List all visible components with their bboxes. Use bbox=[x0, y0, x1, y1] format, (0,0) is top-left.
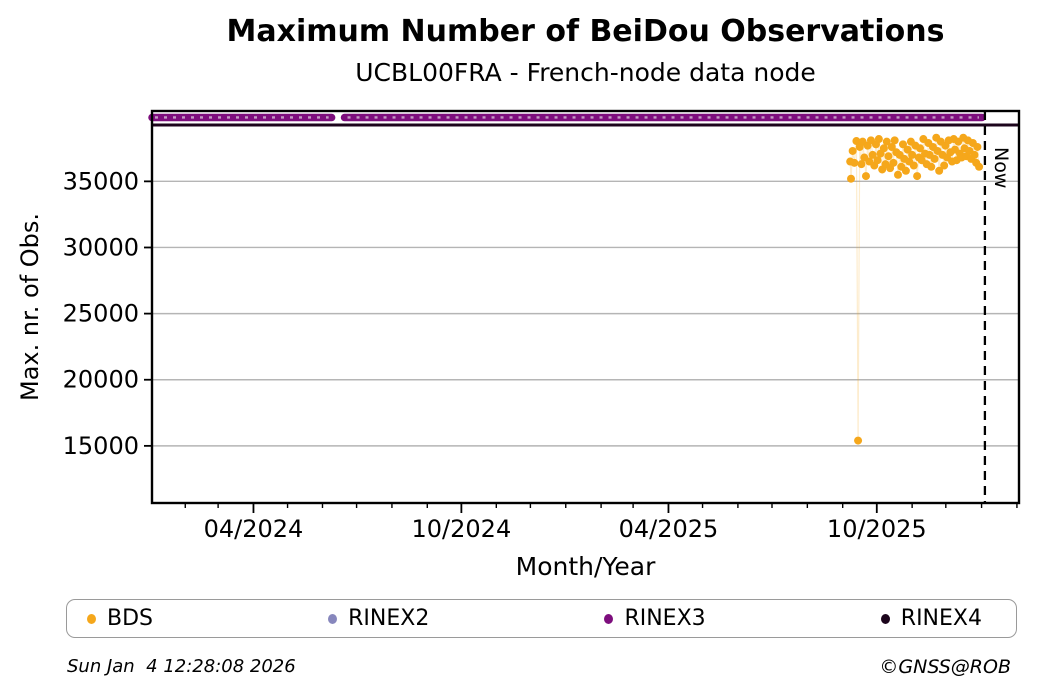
data-point-bds bbox=[913, 172, 922, 181]
legend-label-rinex3: RINEX3 bbox=[624, 606, 706, 631]
legend-item-rinex3: RINEX3 bbox=[604, 606, 706, 631]
legend-marker-rinex3 bbox=[604, 613, 614, 624]
data-point-bds bbox=[975, 162, 984, 171]
data-point-bds bbox=[901, 166, 910, 175]
data-point-bds bbox=[874, 135, 883, 144]
y-tick-label-30000: 30000 bbox=[63, 233, 139, 261]
data-point-bds bbox=[973, 142, 982, 151]
data-point-bds bbox=[898, 140, 907, 149]
timestamp-text: Sun Jan 4 12:28:08 2026 bbox=[67, 656, 296, 677]
legend-label-rinex4: RINEX4 bbox=[900, 606, 982, 631]
data-point-bds bbox=[873, 156, 882, 165]
data-point-bds bbox=[857, 160, 866, 169]
legend-item-rinex4: RINEX4 bbox=[880, 606, 982, 631]
data-point-bds bbox=[890, 136, 899, 145]
data-point-bds bbox=[847, 174, 856, 183]
y-tick-label-25000: 25000 bbox=[63, 300, 139, 328]
now-label: Now bbox=[990, 147, 1012, 188]
data-point-bds bbox=[927, 162, 936, 171]
legend-item-rinex2: RINEX2 bbox=[328, 606, 429, 631]
y-tick-label-20000: 20000 bbox=[63, 366, 139, 394]
chart-title: Maximum Number of BeiDou Observations bbox=[226, 14, 945, 49]
legend-marker-rinex4 bbox=[880, 613, 890, 624]
data-point-bds bbox=[887, 142, 896, 151]
legend-box: BDS RINEX2 RINEX3 RINEX4 bbox=[66, 599, 1017, 638]
y-tick-label-35000: 35000 bbox=[63, 167, 139, 195]
data-point-bds bbox=[852, 137, 861, 146]
x-tick-label-10/2025: 10/2025 bbox=[827, 515, 927, 543]
x-tick-label-04/2024: 04/2024 bbox=[204, 515, 304, 543]
data-point-bds bbox=[882, 137, 891, 146]
data-point-bds bbox=[930, 154, 939, 163]
data-point-bds bbox=[908, 150, 917, 159]
data-point-bds bbox=[854, 436, 863, 445]
data-point-bds bbox=[861, 172, 870, 181]
data-point-bds bbox=[893, 170, 902, 179]
credit-text: ©GNSS@ROB bbox=[879, 656, 1011, 678]
y-tick-label-15000: 15000 bbox=[63, 432, 139, 460]
data-point-bds bbox=[940, 161, 949, 170]
data-point-bds bbox=[970, 150, 979, 159]
legend-marker-bds bbox=[87, 613, 96, 624]
legend-label-bds: BDS bbox=[107, 606, 153, 631]
data-point-bds bbox=[848, 146, 857, 155]
data-point-bds bbox=[884, 152, 893, 161]
data-point-bds bbox=[850, 158, 859, 167]
legend-item-bds: BDS bbox=[87, 606, 153, 631]
x-axis-label: Month/Year bbox=[515, 552, 656, 581]
data-point-bds bbox=[889, 158, 898, 167]
chart-subtitle: UCBL00FRA - French-node data node bbox=[355, 58, 816, 87]
data-point-bds bbox=[868, 150, 877, 159]
x-tick-label-10/2024: 10/2024 bbox=[412, 515, 512, 543]
legend-marker-rinex2 bbox=[328, 613, 338, 624]
data-point-bds bbox=[916, 144, 925, 153]
data-point-bds bbox=[903, 145, 912, 154]
data-point-bds bbox=[935, 166, 944, 175]
x-tick-label-04/2025: 04/2025 bbox=[619, 515, 719, 543]
data-point-bds bbox=[879, 144, 888, 153]
legend-label-rinex2: RINEX2 bbox=[348, 606, 430, 631]
data-point-bds bbox=[909, 161, 918, 170]
series-connector-bds bbox=[849, 137, 980, 441]
plot-border bbox=[150, 109, 1021, 505]
